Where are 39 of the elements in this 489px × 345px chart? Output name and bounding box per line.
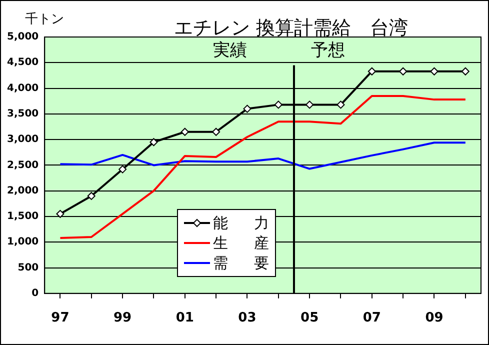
legend-label: 能力 [213, 213, 295, 233]
y-tick-label: 2,000 [6, 185, 39, 196]
y-tick-label: 3,000 [6, 134, 39, 146]
point [150, 138, 158, 146]
y-tick-label: 500 [18, 262, 39, 274]
point [180, 128, 189, 136]
y-tick-label: 5,000 [6, 32, 39, 43]
y-tick-label: 0 [32, 288, 39, 299]
point [274, 100, 282, 109]
point [118, 165, 127, 174]
chart-title: エチレン 換算計需給 台湾 [174, 17, 408, 39]
point [430, 67, 438, 76]
point [87, 192, 96, 200]
x-tick-label: 03 [238, 310, 256, 326]
annotation: 実績 [212, 40, 247, 60]
legend-label: 需要 [213, 253, 295, 273]
x-tick-label: 99 [114, 310, 132, 326]
point [399, 67, 408, 76]
annotation: 予想 [310, 40, 345, 60]
y-tick-label: 1,000 [6, 236, 39, 248]
point [212, 128, 220, 136]
y-axis-title: 千トン [25, 12, 64, 27]
y-tick-label: 3,500 [6, 108, 39, 120]
x-tick-label: 07 [362, 310, 381, 326]
y-tick-label: 1,500 [6, 211, 39, 222]
point [368, 67, 376, 76]
x-tick-label: 97 [51, 310, 70, 326]
point [243, 104, 252, 113]
y-tick-label: 4,500 [6, 57, 39, 68]
y-tick-label: 4,000 [6, 82, 39, 94]
x-tick-label: 05 [300, 310, 319, 326]
point [336, 100, 345, 109]
x-tick-label: 09 [425, 310, 444, 326]
point [461, 67, 470, 76]
point [56, 210, 64, 218]
point [306, 100, 314, 109]
x-tick-label: 01 [176, 310, 194, 326]
legend-label: 生産 [213, 233, 295, 253]
y-tick-label: 2,500 [6, 160, 39, 171]
